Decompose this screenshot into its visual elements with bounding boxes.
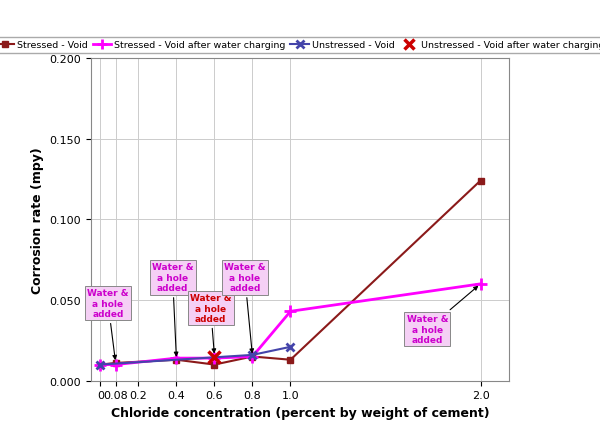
X-axis label: Chloride concentration (percent by weight of cement): Chloride concentration (percent by weigh… [110,406,490,419]
Stressed - Void [287,357,294,362]
Unstressed - Void [97,362,104,367]
Line: Unstressed - Void: Unstressed - Void [96,343,295,369]
Stressed - Void after water charging [97,362,104,367]
Legend: Stressed - Void, Stressed - Void after water charging, Unstressed - Void, Unstre: Stressed - Void, Stressed - Void after w… [0,38,600,54]
Text: Water &
a hole
added: Water & a hole added [407,287,478,344]
Stressed - Void after water charging [211,356,218,361]
Stressed - Void [173,357,180,362]
Stressed - Void [97,362,104,367]
Stressed - Void after water charging [173,356,180,361]
Line: Stressed - Void after water charging: Stressed - Void after water charging [95,279,486,370]
Text: Water &
a hole
added: Water & a hole added [87,289,129,359]
Stressed - Void after water charging [249,354,256,359]
Stressed - Void after water charging [287,309,294,314]
Text: Water &
a hole
added: Water & a hole added [224,263,266,353]
Stressed - Void after water charging [112,362,119,367]
Stressed - Void [211,362,218,367]
Y-axis label: Corrosion rate (mpy): Corrosion rate (mpy) [31,147,44,293]
Text: Water &
a hole
added: Water & a hole added [152,263,193,356]
Line: Stressed - Void: Stressed - Void [97,178,484,368]
Unstressed - Void [249,352,256,358]
Stressed - Void after water charging [477,282,484,287]
Text: Water &
a hole
added: Water & a hole added [190,293,232,353]
Unstressed - Void [287,345,294,350]
Stressed - Void [249,354,256,359]
Stressed - Void [112,361,119,366]
Stressed - Void [477,178,484,184]
